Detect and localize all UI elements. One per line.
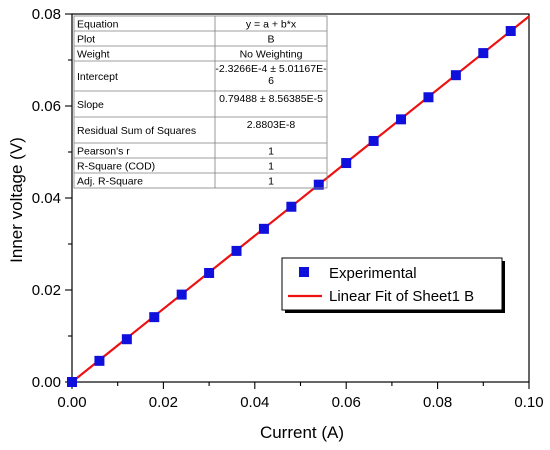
stats-row-value: 1	[268, 146, 274, 158]
stats-row-label: Pearson's r	[77, 146, 130, 158]
stats-row-value: 6	[268, 75, 274, 87]
x-axis-title: Current (A)	[260, 423, 344, 442]
stats-row-label: Equation	[77, 19, 119, 31]
data-point	[368, 135, 379, 146]
data-point	[450, 70, 461, 81]
stats-row-value: 1	[268, 176, 274, 188]
data-point	[94, 355, 105, 366]
stats-row-value: No Weighting	[240, 49, 303, 61]
x-axis-ticks: 0.00 0.02 0.04 0.06 0.08 0.10	[57, 382, 544, 411]
y-tick-label: 0.02	[32, 282, 61, 299]
data-point	[423, 92, 434, 103]
data-point	[505, 26, 516, 37]
stats-row-label: Plot	[77, 34, 95, 46]
legend-label-fit: Linear Fit of Sheet1 B	[329, 288, 474, 305]
legend-box	[281, 257, 503, 311]
x-tick-label: 0.04	[240, 394, 269, 411]
stats-row-value: B	[267, 34, 274, 46]
stats-row-value: 0.79488 ± 8.56385E-5	[219, 93, 323, 105]
stats-row-value: 1	[268, 161, 274, 173]
y-axis-ticks: 0.00 0.02 0.04 0.06 0.08	[32, 6, 72, 391]
data-point	[396, 114, 407, 125]
y-tick-label: 0.06	[32, 98, 61, 115]
x-tick-label: 0.08	[423, 394, 452, 411]
stats-table: Equation y = a + b*x Plot B Weight No Weighti…	[73, 15, 328, 189]
data-point	[231, 245, 242, 256]
x-tick-label: 0.10	[514, 394, 543, 411]
y-tick-label: 0.00	[32, 374, 61, 391]
data-point	[149, 312, 160, 323]
stats-row-label: Intercept	[77, 71, 118, 83]
stats-table-border	[73, 15, 328, 189]
stats-row-label: Weight	[77, 49, 110, 61]
data-points-layer	[67, 26, 516, 387]
legend-label-experimental: Experimental	[329, 265, 417, 282]
stats-row-label: Adj. R-Square	[77, 176, 143, 188]
legend-marker-experimental	[299, 267, 309, 277]
y-tick-label: 0.08	[32, 6, 61, 23]
stats-row-value: 2.8803E-8	[247, 119, 296, 131]
data-point	[478, 48, 489, 59]
data-point	[341, 158, 352, 169]
data-point	[286, 201, 297, 212]
data-point	[67, 377, 77, 387]
stats-row-label: Residual Sum of Squares	[77, 125, 196, 137]
stats-row-value: y = a + b*x	[246, 19, 297, 31]
y-tick-label: 0.04	[32, 190, 61, 207]
stats-row-label: R-Square (COD)	[77, 161, 155, 173]
data-point	[121, 334, 132, 345]
x-tick-label: 0.02	[149, 394, 178, 411]
legend: Experimental Linear Fit of Sheet1 B	[281, 257, 505, 313]
data-point	[313, 179, 324, 190]
y-axis-title: Inner voltage (V)	[7, 137, 26, 263]
data-point	[258, 223, 269, 234]
x-tick-label: 0.06	[332, 394, 361, 411]
stats-row-value: -2.3266E-4 ± 5.01167E-	[215, 63, 327, 75]
stats-row-label: Slope	[77, 99, 104, 111]
x-tick-label: 0.00	[57, 394, 86, 411]
data-point	[176, 289, 187, 300]
data-point	[204, 267, 215, 278]
